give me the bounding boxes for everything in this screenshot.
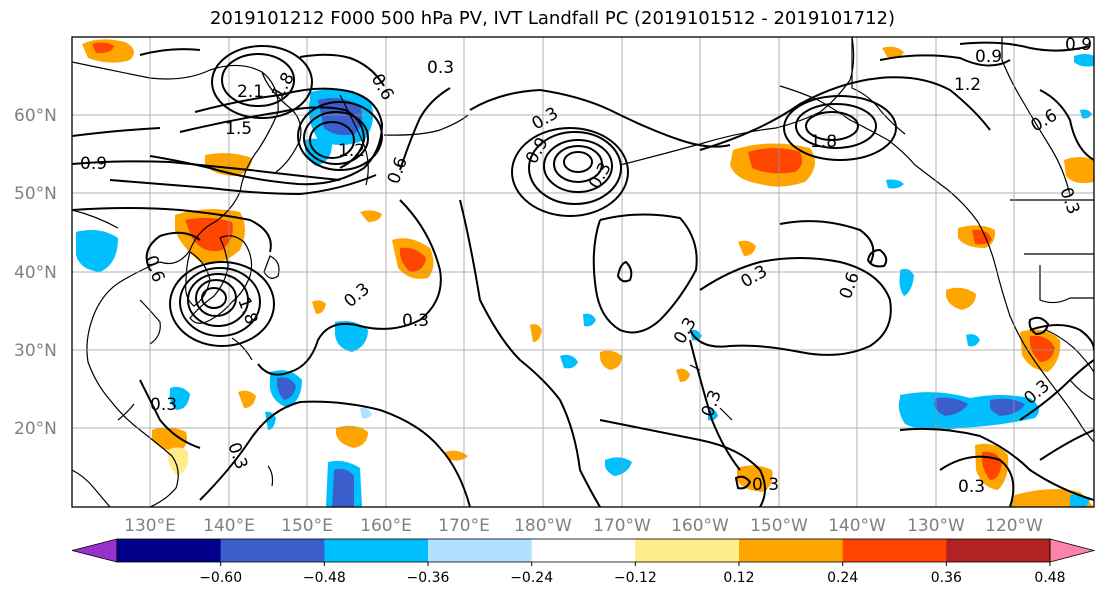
colorbar-segment: [739, 539, 844, 562]
lon-label: 180°W: [514, 516, 572, 536]
longitude-labels: 130°E 140°E 150°E 160°E 170°E 180°W 170°…: [124, 516, 1043, 536]
colorbar-tick-label: 0.24: [827, 570, 858, 586]
colorbar-extend-min: [71, 538, 118, 563]
lon-label: 150°E: [281, 516, 333, 536]
lat-label: 50°N: [14, 184, 57, 204]
colorbar-tick-label: −0.24: [510, 570, 553, 586]
colorbar-tick-label: 0.36: [931, 570, 962, 586]
contour-label: 1.8: [810, 132, 837, 152]
colorbar-tick-label: −0.12: [614, 570, 657, 586]
contour-label: 1.2: [338, 141, 365, 161]
contour-label: 0.3: [150, 395, 177, 415]
colorbar-segment: [842, 539, 947, 562]
colorbar-segment: [946, 539, 1051, 562]
lon-label: 170°E: [438, 516, 490, 536]
lon-label: 160°E: [360, 516, 412, 536]
colorbar: −0.60 −0.48 −0.36 −0.24 −0.12 0.12 0.24 0.36 0.4…: [71, 538, 1096, 586]
lat-label: 40°N: [14, 263, 57, 283]
map-title: 2019101212 F000 500 hPa PV, IVT Landfall…: [209, 8, 896, 29]
contour-label: 1.2: [954, 75, 981, 95]
contour-label: 0.9: [1065, 35, 1092, 55]
colorbar-outline: [116, 538, 1051, 563]
contour-label: 0.3: [402, 311, 429, 331]
map-frame: [71, 36, 1095, 508]
colorbar-tick-label: −0.48: [303, 570, 346, 586]
colorbar-tick-label: −0.60: [199, 570, 242, 586]
latitude-labels: 60°N 50°N 40°N 30°N 20°N: [14, 106, 57, 439]
colorbar-segment: [324, 539, 429, 562]
lon-label: 130°E: [124, 516, 176, 536]
lon-label: 150°W: [750, 516, 808, 536]
lat-label: 20°N: [14, 419, 57, 439]
contour-label: 0.3: [958, 477, 985, 497]
colorbar-segment: [635, 539, 740, 562]
negative-anomaly-shading: [76, 54, 1094, 507]
contour-label: 2.1: [237, 82, 264, 102]
contour-label: 0.9: [80, 154, 107, 174]
contour-label: 1.5: [225, 119, 252, 139]
colorbar-extend-max: [1049, 538, 1096, 563]
lon-label: 130°W: [907, 516, 965, 536]
lon-label: 140°W: [828, 516, 886, 536]
colorbar-tick-label: 0.12: [723, 570, 754, 586]
lon-label: 160°W: [671, 516, 729, 536]
lon-label: 120°W: [985, 516, 1043, 536]
contour-label: 0.3: [427, 58, 454, 78]
colorbar-segment: [117, 539, 222, 562]
colorbar-segment: [531, 539, 636, 562]
colorbar-segment: [220, 539, 325, 562]
contour-label: 0.9: [975, 47, 1002, 67]
lon-label: 170°W: [593, 516, 651, 536]
colorbar-tick-label: 0.48: [1034, 570, 1065, 586]
colorbar-tick-label: −0.36: [407, 570, 450, 586]
colorbar-segment: [428, 539, 533, 562]
lat-label: 30°N: [14, 341, 57, 361]
contour-label: 0.3: [752, 475, 779, 495]
lat-label: 60°N: [14, 106, 57, 126]
pv-contours: [72, 41, 1094, 507]
lon-label: 140°E: [203, 516, 255, 536]
